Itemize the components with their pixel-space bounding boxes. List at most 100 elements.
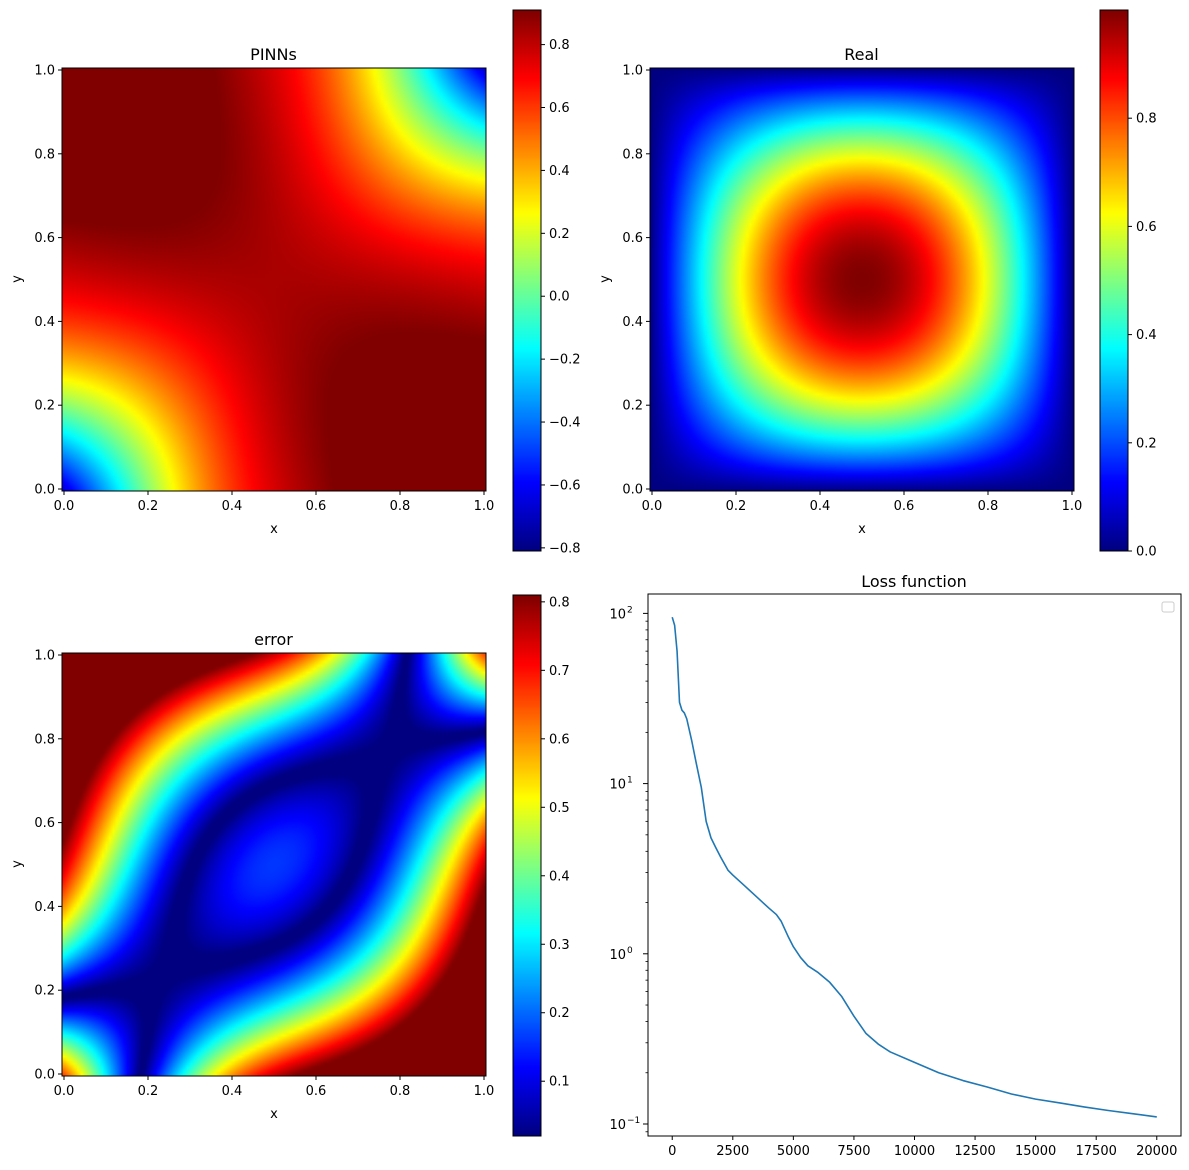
colorbar-image [1100,10,1128,551]
y-tick-exponent: −1 [627,1116,640,1126]
colorbar-tick-label: 0.0 [549,290,570,305]
x-tick-label: 0.8 [978,499,999,514]
x-tick-label: 17500 [1076,1144,1117,1159]
colorbar-tick-label: 0.2 [1136,436,1157,451]
x-tick-label: 0.6 [894,499,915,514]
x-tick-label: 0.8 [390,1084,411,1099]
y-tick-label: 0.6 [34,231,55,246]
colorbar-tick-label: −0.4 [549,416,581,431]
colorbar-tick-label: 0.6 [549,101,570,116]
y-tick-label: 0.6 [622,231,643,246]
colorbar-tick-label: −0.2 [549,353,581,368]
y-tick-exponent: 2 [627,605,633,615]
plot-frame [647,593,1182,1137]
y-axis-label: y [598,275,613,283]
y-tick-exponent: 1 [627,776,633,786]
y-tick-label: 0.8 [34,147,55,162]
chart-title: error [254,630,293,649]
x-tick-label: 0.6 [306,1084,327,1099]
heatmap-image [62,68,486,491]
colorbar-tick-label: 0.8 [549,595,570,610]
x-tick-label: 20000 [1136,1144,1177,1159]
colorbar-tick-label: 0.6 [549,732,570,747]
y-tick-label: 1.0 [34,649,55,664]
series-line [671,616,1157,1118]
colorbar-tick-label: −0.6 [549,478,581,493]
y-tick-label: 10 [609,607,626,622]
colorbar-tick-label: 0.0 [1136,545,1157,560]
x-tick-label: 0.2 [138,1084,159,1099]
x-tick-label: 0.4 [810,499,831,514]
x-tick-label: 15000 [1015,1144,1056,1159]
x-tick-label: 1.0 [474,1084,495,1099]
x-tick-label: 2500 [716,1144,749,1159]
chart-title: Real [844,45,879,64]
y-tick-label: 0.8 [622,147,643,162]
colorbar-tick-label: 0.1 [549,1075,570,1090]
chart-title: Loss function [861,572,967,591]
y-tick-label: 0.0 [34,483,55,498]
colorbar-ticks: 0.0 0.2 0.4 0.6 0.8 [1128,112,1157,560]
x-axis-label: x [270,1107,278,1122]
colorbar-tick-label: 0.5 [549,801,570,816]
x-tick-label: 0.0 [54,499,75,514]
colorbar-frame [512,594,542,1137]
x-tick-label: 5000 [777,1144,810,1159]
y-tick-label: 1.0 [34,64,55,79]
y-axis-ticks: 0.0 0.2 0.4 0.6 0.8 1.0 [34,649,62,1083]
x-tick-label: 0.0 [54,1084,75,1099]
x-tick-label: 0.4 [222,1084,243,1099]
panel-real: Real 0.0 0.2 0.4 0.6 0.8 1.0 0.0 0.2 0.4 0.6 0.8 1… [598,9,1157,560]
x-tick-label: 0.8 [390,499,411,514]
x-tick-label: 12500 [954,1144,995,1159]
y-tick-label: 0.0 [622,483,643,498]
colorbar-tick-label: −0.8 [549,541,581,556]
heatmap-image [650,68,1074,491]
x-axis-ticks: 0 2500 5000 7500 10000 12500 15000 17500 20000 [668,1136,1177,1159]
y-tick-label: 0.6 [34,816,55,831]
y-axis-label: y [10,275,25,283]
colorbar-tick-label: 0.6 [1136,220,1157,235]
colorbar-ticks: −0.8 −0.6 −0.4 −0.2 0.0 0.2 0.4 0.6 0.8 [541,38,581,556]
y-tick-label: 0.2 [34,984,55,999]
x-axis-ticks: 0.0 0.2 0.4 0.6 0.8 1.0 [54,1076,495,1099]
colorbar-tick-label: 0.4 [549,164,570,179]
panel-loss: Loss function 0 2500 5000 7500 10000 12500 150… [609,572,1182,1159]
x-axis-label: x [858,522,866,537]
panel-pinns: PINNs 0.0 0.2 0.4 0.6 0.8 1.0 0.0 0.2 0.4 0.6 0.8… [10,9,581,556]
plot-frame [649,67,1075,492]
colorbar-tick-label: 0.3 [549,938,570,953]
y-tick-label: 0.4 [34,900,55,915]
y-tick-label: 0.2 [34,399,55,414]
y-axis-ticks: 0.0 0.2 0.4 0.6 0.8 1.0 [622,64,650,498]
colorbar-ticks: 0.1 0.2 0.3 0.4 0.5 0.6 0.7 0.8 [541,595,570,1090]
x-tick-label: 0 [668,1144,676,1159]
colorbar-frame [512,9,542,552]
x-tick-label: 0.6 [306,499,327,514]
legend-box [1161,601,1175,613]
colorbar-tick-label: 0.8 [549,38,570,53]
x-tick-label: 7500 [837,1144,870,1159]
y-tick-label: 10 [609,948,626,963]
y-tick-label: 0.8 [34,732,55,747]
heatmap-image [62,653,486,1076]
y-tick-label: 0.0 [34,1068,55,1083]
colorbar-tick-label: 0.2 [549,1006,570,1021]
y-axis-minor-ticks [645,620,648,1133]
plot-frame [61,652,487,1077]
y-tick-label: 1.0 [622,64,643,79]
y-tick-exponent: 0 [627,946,633,956]
x-tick-label: 1.0 [474,499,495,514]
x-axis-ticks: 0.0 0.2 0.4 0.6 0.8 1.0 [642,491,1083,514]
panel-error: error 0.0 0.2 0.4 0.6 0.8 1.0 0.0 0.2 0.4 0.6 0.8… [10,594,570,1137]
plot-frame [61,67,487,492]
y-tick-label: 0.4 [622,315,643,330]
colorbar-frame [1099,9,1129,552]
y-tick-label: 0.4 [34,315,55,330]
x-tick-label: 1.0 [1062,499,1083,514]
y-tick-label: 10 [609,1118,626,1133]
x-tick-label: 0.2 [726,499,747,514]
x-tick-label: 0.0 [642,499,663,514]
